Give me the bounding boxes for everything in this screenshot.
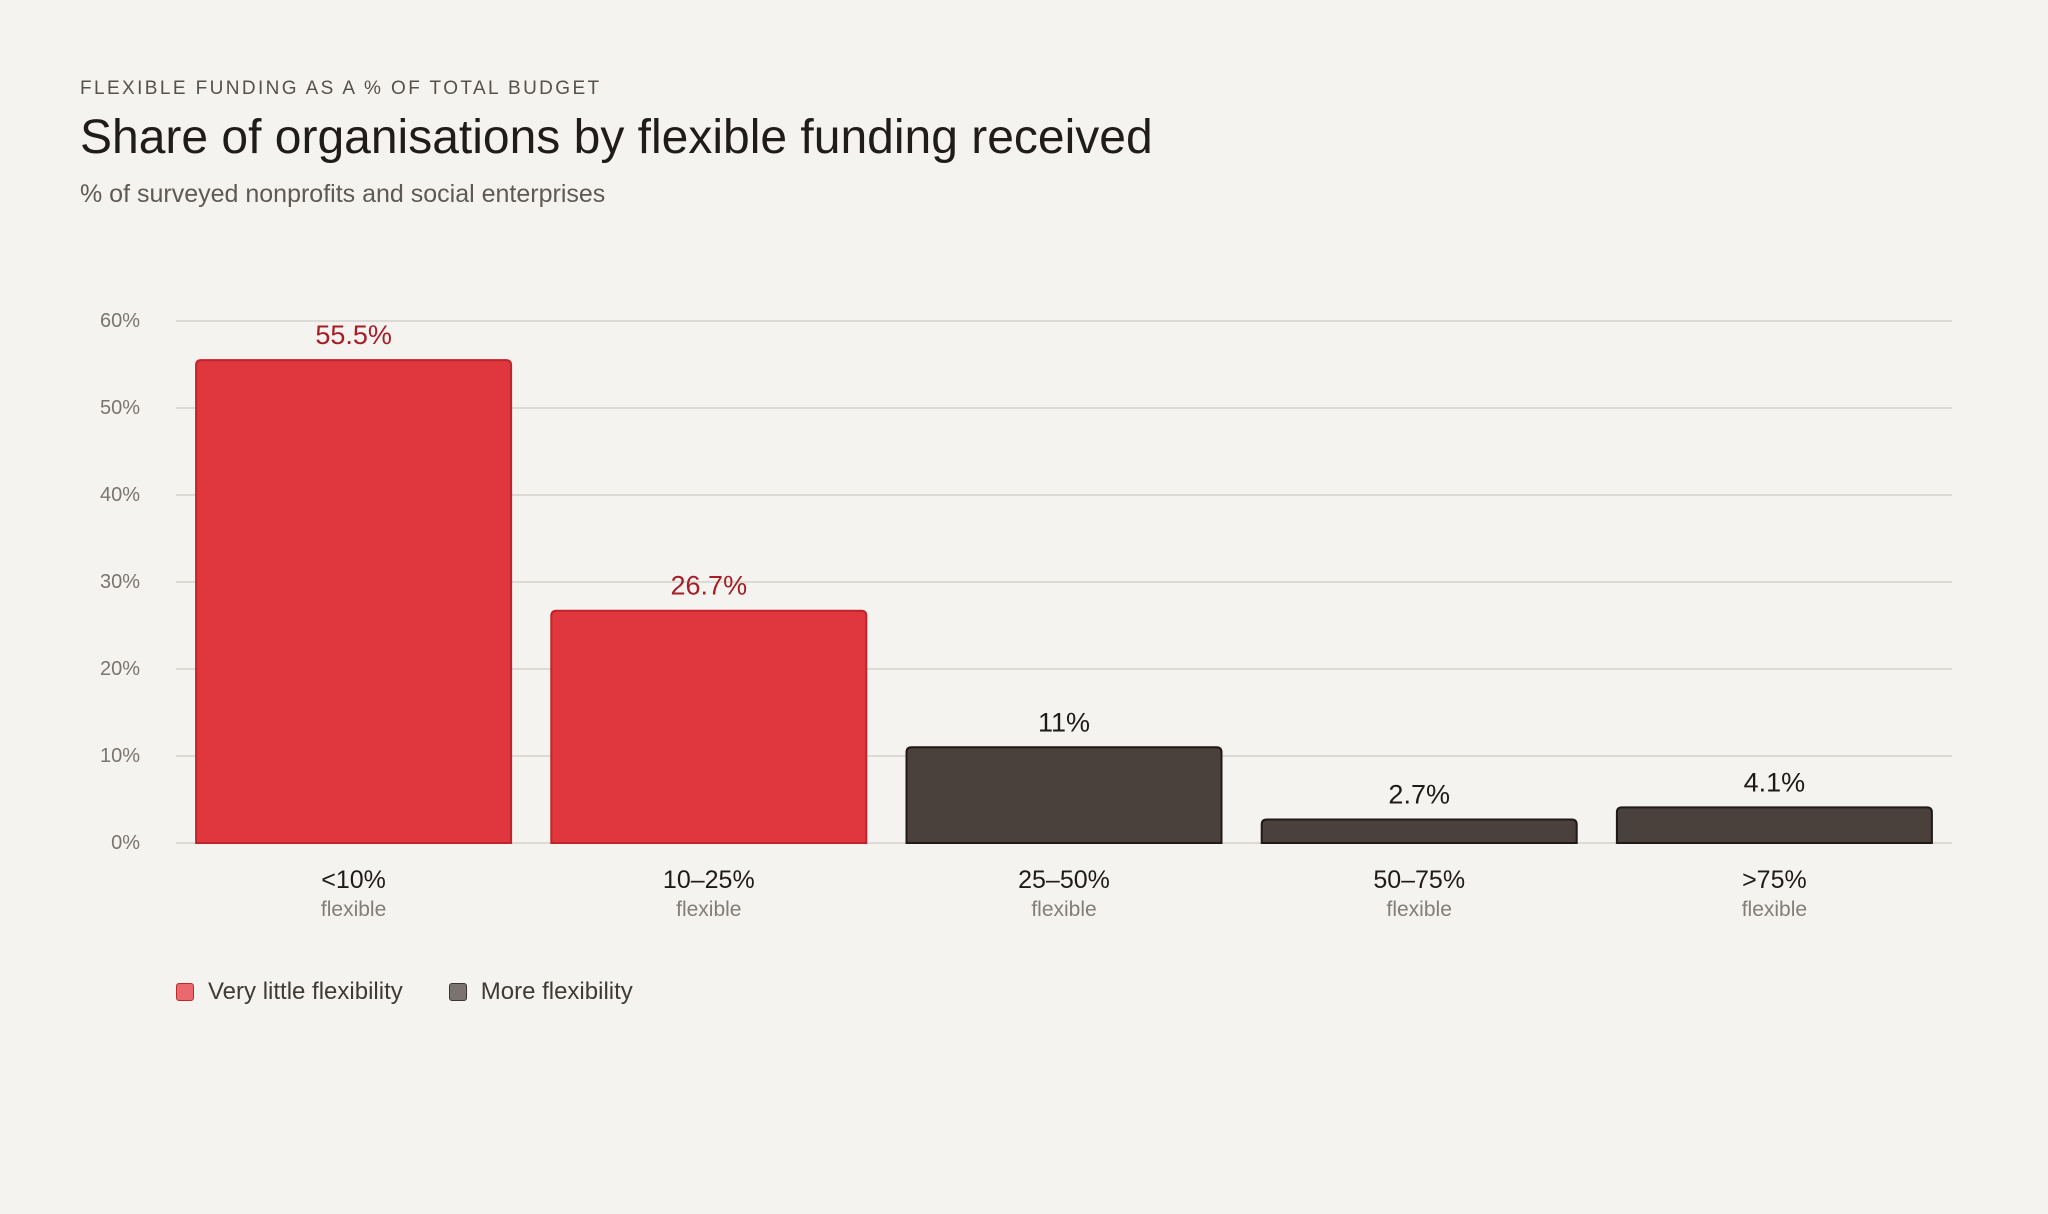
bar <box>1260 818 1578 844</box>
bar-value-label: 2.7% <box>1388 780 1450 810</box>
legend-label: More flexibility <box>480 978 633 1005</box>
y-tick-label: 40% <box>100 484 140 506</box>
y-tick-label: 50% <box>100 397 140 419</box>
y-tick-label: 60% <box>100 310 140 332</box>
bar-value-label: 26.7% <box>671 571 748 601</box>
bar-value-label: 4.1% <box>1744 767 1806 797</box>
chart-title: Share of organisations by flexible fundi… <box>80 111 1153 164</box>
chart-eyebrow: FLEXIBLE FUNDING AS A % OF TOTAL BUDGET <box>80 78 602 99</box>
bar <box>1615 806 1933 844</box>
bar-value-label: 55.5% <box>315 320 392 350</box>
chart-subtitle: % of surveyed nonprofits and social ente… <box>80 180 606 208</box>
legend-swatch-dark <box>448 983 467 1001</box>
y-tick-label: 30% <box>100 571 140 593</box>
x-category-sublabel: flexible <box>1031 898 1096 921</box>
bar <box>550 609 868 844</box>
x-category-sublabel: flexible <box>676 898 741 921</box>
y-tick-label: 10% <box>100 745 140 767</box>
legend-item-more-flexibility: More flexibility <box>448 978 633 1006</box>
x-category-label: 25–50% <box>1018 866 1110 894</box>
bar <box>195 359 513 844</box>
x-category-sublabel: flexible <box>1742 898 1807 921</box>
x-category-label: 50–75% <box>1373 866 1465 894</box>
bar <box>905 746 1223 844</box>
x-category-label: <10% <box>321 866 386 894</box>
x-category-sublabel: flexible <box>321 898 386 921</box>
y-tick-label: 0% <box>111 832 140 854</box>
legend-label: Very little flexibility <box>208 978 403 1005</box>
x-category-label: 10–25% <box>663 866 755 894</box>
bar-value-label: 11% <box>1038 707 1090 737</box>
chart-legend: Very little flexibility More flexibility <box>176 978 633 1006</box>
x-category-label: >75% <box>1742 866 1807 894</box>
legend-swatch-red <box>176 983 194 1001</box>
y-tick-label: 20% <box>100 658 140 680</box>
legend-item-very-little-flexibility: Very little flexibility <box>176 978 403 1006</box>
x-category-sublabel: flexible <box>1387 898 1452 921</box>
